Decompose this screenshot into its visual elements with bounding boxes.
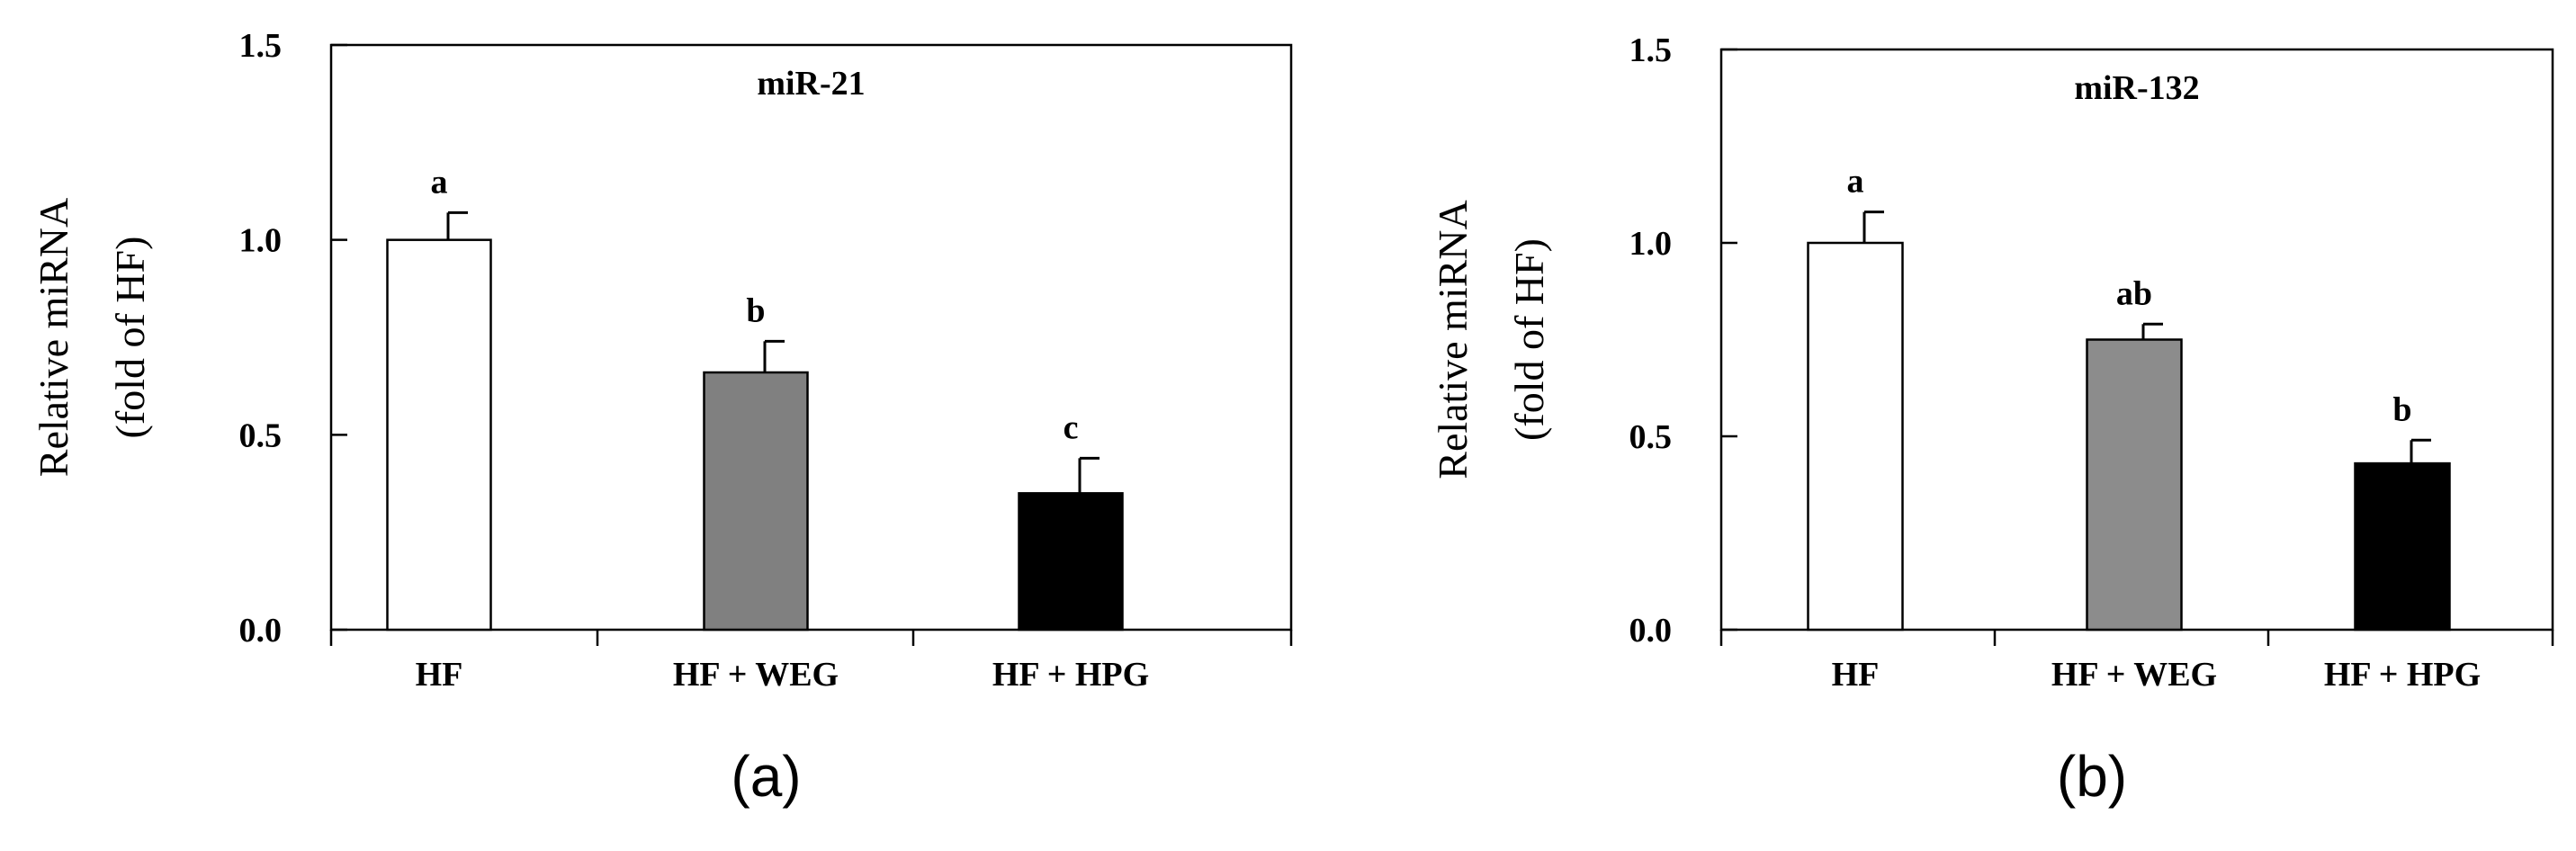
y-tick-label: 1.0 (1629, 225, 1673, 263)
significance-letter: c (1064, 408, 1079, 446)
x-tick-label: HF + WEG (2051, 656, 2217, 694)
y-axis-label: (fold of HF) (107, 237, 153, 439)
panel-label: (b) (2057, 744, 2127, 809)
bar-3 (2354, 461, 2451, 632)
y-axis-label: (fold of HF) (1506, 238, 1552, 441)
significance-letter: a (431, 163, 448, 201)
x-tick-label: HF (416, 656, 463, 694)
bar-3 (1018, 492, 1124, 632)
y-tick-label: 1.0 (239, 222, 283, 260)
y-tick-label: 0.5 (1629, 418, 1673, 456)
y-tick-label: 1.5 (1629, 31, 1673, 69)
y-tick-label: 0.0 (1629, 612, 1673, 649)
chart-title: miR-21 (757, 65, 865, 103)
y-axis-label: Relative miRNA (1430, 200, 1476, 479)
x-tick-label: HF (1832, 656, 1880, 694)
bar-1 (1807, 241, 1904, 632)
bar-2 (703, 371, 809, 632)
panel-label: (a) (731, 744, 801, 809)
significance-letter: b (746, 291, 765, 329)
x-tick-label: HF + HPG (992, 656, 1149, 694)
significance-letter: ab (2116, 274, 2152, 312)
bar-1 (386, 238, 492, 632)
y-tick-label: 0.5 (239, 417, 283, 454)
chart-panel-1: 0.0 0.5 1.0 1.5 a HF b HF + WEG c HF + HPG miR-21 R… (31, 27, 1293, 809)
x-tick-label: HF + WEG (673, 656, 839, 694)
y-axis-label: Relative miRNA (31, 198, 76, 477)
chart-panel-2: 0.0 0.5 1.0 1.5 a HF ab HF + WEG b HF + HPG miR-13… (1430, 31, 2554, 809)
y-tick-label: 1.5 (239, 27, 283, 65)
chart-title: miR-132 (2074, 69, 2199, 107)
significance-letter: a (1847, 163, 1864, 201)
plot-frame (329, 43, 1293, 632)
x-tick-label: HF + HPG (2324, 656, 2481, 694)
y-tick-label: 0.0 (239, 612, 283, 649)
bar-2 (2086, 338, 2183, 632)
significance-letter: b (2392, 390, 2411, 428)
